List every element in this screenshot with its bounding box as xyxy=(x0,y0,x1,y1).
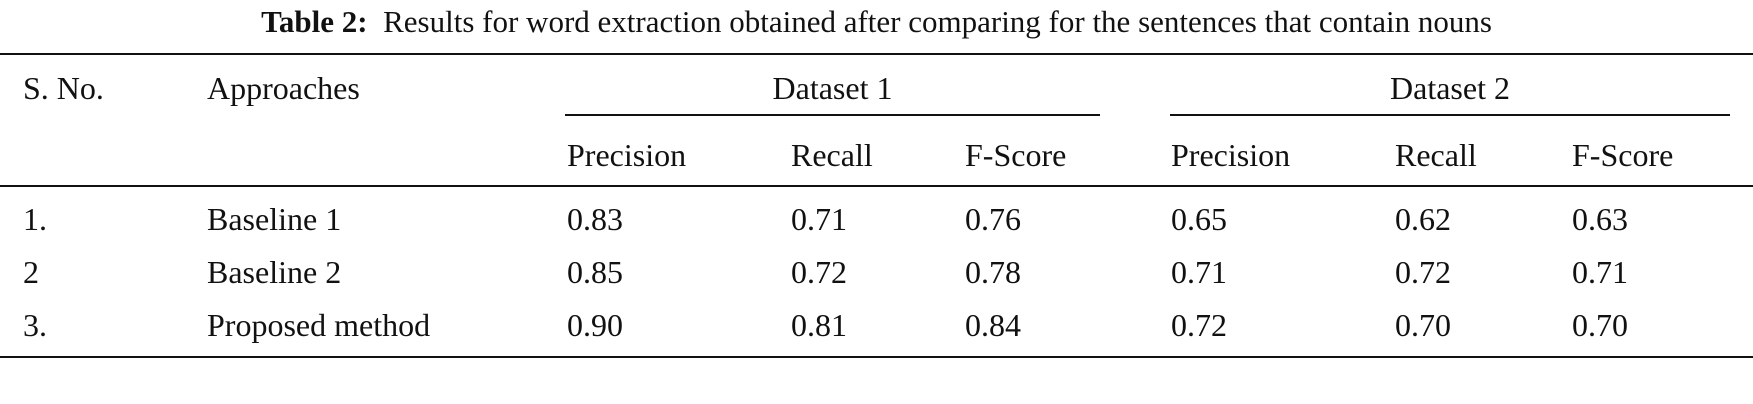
header-dataset-1: Dataset 1 xyxy=(772,70,893,106)
row-3-approach: Proposed method xyxy=(207,307,431,343)
row-3-d1-recall: 0.81 xyxy=(791,307,847,343)
row-2-d2-precision: 0.71 xyxy=(1171,254,1227,290)
row-1-d1-recall: 0.71 xyxy=(791,201,847,237)
row-1-d1-fscore: 0.76 xyxy=(965,201,1021,237)
row-3-sno: 3. xyxy=(23,307,47,343)
row-3-d2-precision: 0.72 xyxy=(1171,307,1227,343)
row-1-d2-fscore: 0.63 xyxy=(1572,201,1628,237)
row-2-d1-precision: 0.85 xyxy=(567,254,623,290)
row-1-d2-precision: 0.65 xyxy=(1171,201,1227,237)
row-2-approach: Baseline 2 xyxy=(207,254,342,290)
caption-text: Results for word extraction obtained aft… xyxy=(383,4,1492,39)
dataset-1-rule xyxy=(565,114,1100,116)
subheader-fscore-2: F-Score xyxy=(1572,137,1674,173)
row-1-d1-precision: 0.83 xyxy=(567,201,623,237)
header-dataset-2: Dataset 2 xyxy=(1390,70,1510,106)
subheader-precision-1: Precision xyxy=(567,137,687,173)
subheader-recall-1: Recall xyxy=(791,137,873,173)
row-1-sno: 1. xyxy=(23,201,47,237)
row-1-approach: Baseline 1 xyxy=(207,201,342,237)
subheader-precision-2: Precision xyxy=(1171,137,1291,173)
row-2-d1-recall: 0.72 xyxy=(791,254,847,290)
row-2-d2-recall: 0.72 xyxy=(1395,254,1451,290)
row-1-d2-recall: 0.62 xyxy=(1395,201,1451,237)
caption-label: Table 2: xyxy=(261,4,368,39)
row-3-d1-fscore: 0.84 xyxy=(965,307,1021,343)
subheader-recall-2: Recall xyxy=(1395,137,1477,173)
row-2-d2-fscore: 0.71 xyxy=(1572,254,1628,290)
top-rule xyxy=(0,53,1753,55)
header-rule xyxy=(0,185,1753,187)
row-3-d1-precision: 0.90 xyxy=(567,307,623,343)
header-approaches: Approaches xyxy=(207,70,360,106)
table-caption: Table 2: Results for word extraction obt… xyxy=(0,2,1753,42)
bottom-rule xyxy=(0,356,1753,358)
dataset-2-rule xyxy=(1170,114,1730,116)
subheader-fscore-1: F-Score xyxy=(965,137,1067,173)
row-2-sno: 2 xyxy=(23,254,39,290)
row-3-d2-recall: 0.70 xyxy=(1395,307,1451,343)
row-2-d1-fscore: 0.78 xyxy=(965,254,1021,290)
row-3-d2-fscore: 0.70 xyxy=(1572,307,1628,343)
header-sno: S. No. xyxy=(23,70,104,106)
